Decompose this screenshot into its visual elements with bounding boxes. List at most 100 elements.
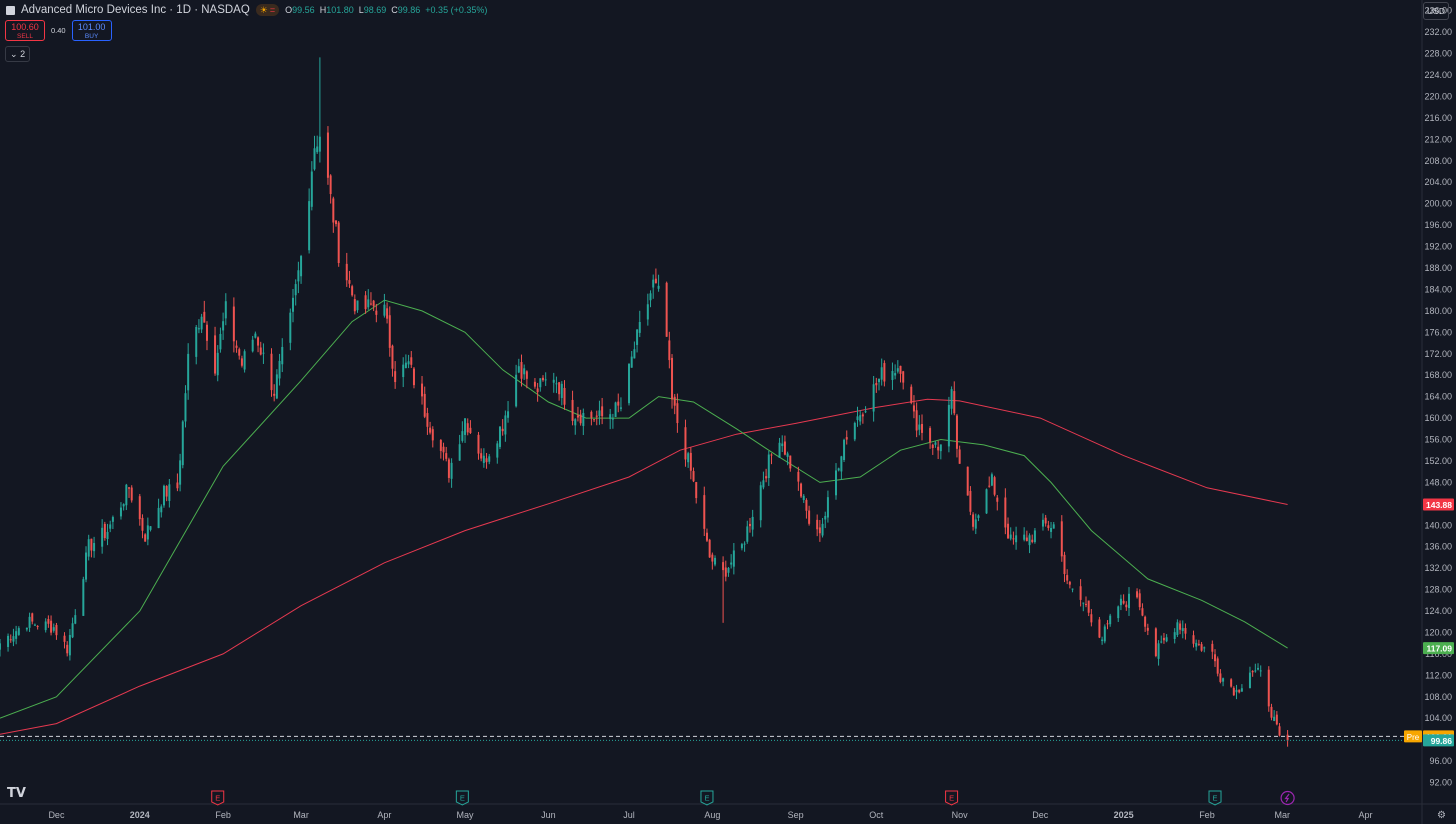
candle-body xyxy=(179,460,182,485)
candle-body xyxy=(953,391,956,414)
candle-body xyxy=(1127,593,1130,609)
candle-body xyxy=(85,552,88,580)
candle-body xyxy=(1098,619,1101,638)
candle-body xyxy=(974,519,977,529)
x-tick-label: Dec xyxy=(1032,810,1049,820)
indicators-toggle[interactable]: ⌄ 2 xyxy=(5,46,31,62)
candle-body xyxy=(1176,622,1179,636)
candle-body xyxy=(144,534,147,542)
ohlc-low: L98.69 xyxy=(358,5,387,15)
candle-body xyxy=(1278,726,1281,736)
x-tick-label: Apr xyxy=(377,810,391,820)
candle-body xyxy=(292,297,295,312)
candle-body xyxy=(665,282,668,337)
candle-body xyxy=(351,286,354,296)
candle-body xyxy=(1179,623,1182,630)
candle-body xyxy=(966,466,969,496)
candle-body xyxy=(1275,714,1278,725)
candle-body xyxy=(426,413,429,427)
candle-body xyxy=(125,484,128,506)
y-tick-label: 168.00 xyxy=(1424,370,1452,380)
candle-body xyxy=(496,443,499,458)
candle-body xyxy=(786,453,789,457)
y-tick-label: 132.00 xyxy=(1424,563,1452,573)
candle-body xyxy=(628,363,631,404)
candle-body xyxy=(633,349,636,359)
candle-body xyxy=(168,484,171,501)
currency-selector[interactable]: USD xyxy=(1423,2,1449,20)
candle-body xyxy=(931,444,934,449)
candle-body xyxy=(1273,716,1276,721)
candle-body xyxy=(1023,534,1026,540)
tradingview-logo[interactable]: TV xyxy=(7,786,26,801)
candle-body xyxy=(872,384,875,412)
candle-body xyxy=(82,579,85,616)
candle-body xyxy=(762,480,765,488)
candle-body xyxy=(1248,672,1251,689)
y-tick-label: 104.00 xyxy=(1424,713,1452,723)
candle-body xyxy=(318,136,321,152)
buy-button[interactable]: 101.00 BUY xyxy=(71,20,112,41)
candle-body xyxy=(1184,628,1187,634)
candle-body xyxy=(232,306,235,342)
candle-body xyxy=(7,635,10,647)
candle-body xyxy=(708,539,711,558)
candle-body xyxy=(985,489,988,514)
candle-body xyxy=(939,444,942,452)
candle-body xyxy=(1211,643,1214,652)
candle-body xyxy=(297,270,300,282)
candle-body xyxy=(619,407,622,409)
ohlc-change: +0.35 (+0.35%) xyxy=(425,5,488,15)
candle-body xyxy=(614,402,617,417)
y-tick-label: 224.00 xyxy=(1424,70,1452,80)
candle-body xyxy=(141,517,144,531)
candle-body xyxy=(477,434,480,454)
candle-body xyxy=(630,356,633,368)
candle-body xyxy=(68,634,71,656)
candle-body xyxy=(28,616,31,628)
candle-body xyxy=(310,171,313,207)
candle-body xyxy=(703,495,706,529)
candle-body xyxy=(1071,588,1074,590)
candle-body xyxy=(1031,539,1034,542)
ohlc-open: O99.56 xyxy=(285,5,315,15)
candle-body xyxy=(1060,521,1063,557)
candle-body xyxy=(15,631,18,639)
candle-body xyxy=(216,352,219,376)
candle-body xyxy=(654,278,657,284)
candle-body xyxy=(1238,689,1241,693)
candle-body xyxy=(1004,497,1007,528)
candle-body xyxy=(485,458,488,463)
candle-body xyxy=(1141,608,1144,616)
candle-body xyxy=(469,427,472,434)
candle-body xyxy=(386,308,389,319)
candle-body xyxy=(1181,628,1184,632)
symbol-title[interactable]: Advanced Micro Devices Inc · 1D · NASDAQ xyxy=(21,4,250,16)
trade-panel: 100.60 SELL 0.40 101.00 BUY xyxy=(5,20,112,41)
candle-body xyxy=(687,453,690,463)
candle-body xyxy=(636,329,639,345)
sell-button[interactable]: 100.60 SELL xyxy=(5,20,45,41)
candle-body xyxy=(1028,535,1031,546)
candle-body xyxy=(808,510,811,524)
settings-gear-icon[interactable]: ⚙ xyxy=(1437,810,1446,821)
candle-body xyxy=(47,619,50,624)
candle-body xyxy=(937,446,940,451)
candle-body xyxy=(714,557,717,565)
candle-body xyxy=(767,454,770,479)
candle-body xyxy=(421,383,424,397)
candle-body xyxy=(638,321,641,333)
candle-body xyxy=(1050,527,1053,532)
candle-body xyxy=(692,471,695,482)
ohlc-values: O99.56 H101.80 L98.69 C99.86 +0.35 (+0.3… xyxy=(285,5,487,15)
market-status-flags[interactable]: ☀ = xyxy=(255,4,280,16)
candle-body xyxy=(837,468,840,471)
candle-body xyxy=(990,474,993,486)
candle-body xyxy=(238,349,241,356)
candle-body xyxy=(894,373,897,376)
candle-body xyxy=(861,414,864,417)
candle-body xyxy=(316,146,319,153)
candle-body xyxy=(480,453,483,459)
candle-body xyxy=(353,299,356,312)
